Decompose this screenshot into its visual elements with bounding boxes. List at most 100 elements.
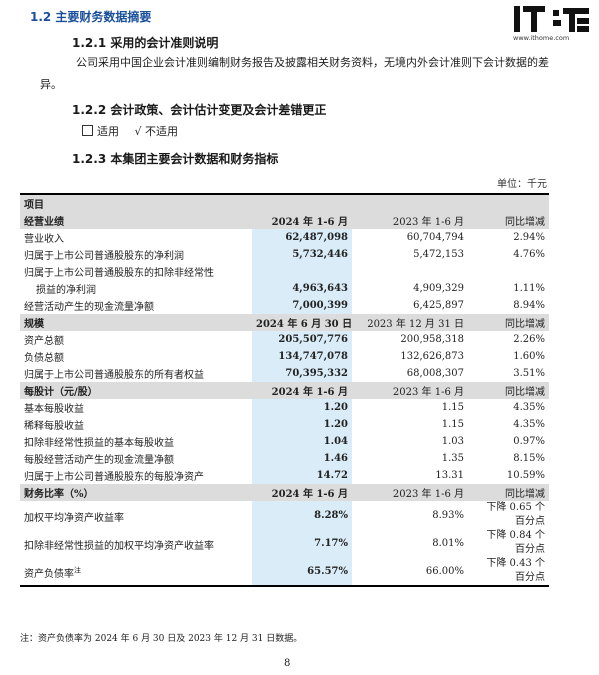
col-current: 2024 年 1-6 月 — [252, 484, 352, 501]
change-value: 3.51% — [513, 368, 545, 379]
current-value: 1.46 — [252, 450, 352, 467]
col-change: 同比增减 — [468, 212, 549, 229]
footnote: 注：资产负债率为 2024 年 6 月 30 日及 2023 年 12 月 31… — [20, 634, 303, 644]
table-row: 归属于上市公司普通股股东的每股净资产 14.72 13.31 10.59% — [20, 467, 549, 484]
col-prior: 2023 年 12 月 31 日 — [352, 314, 468, 331]
row-label: 稀释每股收益 — [24, 421, 84, 432]
change-line-1: 下降 0.84 个 — [486, 530, 545, 541]
row-label: 加权平均净资产收益率 — [24, 513, 124, 524]
footnote-marker: 注 — [74, 566, 81, 575]
col-current: 2024 年 1-6 月 — [252, 212, 352, 229]
row-label: 归属于上市公司普通股股东的每股净资产 — [24, 472, 204, 483]
section-title-cell: 财务比率（%） — [20, 484, 252, 501]
section-header-row: 经营业绩 2024 年 1-6 月 2023 年 1-6 月 同比增减 — [20, 212, 549, 229]
section-header-row: 财务比率（%） 2024 年 1-6 月 2023 年 1-6 月 同比增减 — [20, 484, 549, 501]
current-value: 4,963,643 — [252, 280, 352, 297]
current-value: 14.72 — [252, 467, 352, 484]
spacer-cell — [352, 263, 468, 280]
prior-value: 60,704,794 — [406, 232, 464, 243]
applicability-choice: 适用 √ 不适用 — [82, 123, 178, 139]
paragraph: 公司采用中国企业会计准则编制财务报告及披露相关财务资料，无境内外会计准则下会计数… — [40, 56, 549, 91]
table-row: 基本每股收益 1.20 1.15 4.35% — [20, 399, 549, 416]
col-change: 同比增减 — [468, 484, 549, 501]
change-line-2: 百分点 — [515, 572, 545, 583]
current-value: 7.17% — [252, 529, 352, 557]
current-value-spacer — [252, 263, 352, 280]
ithome-logo: www.ithome.com — [513, 4, 593, 46]
prior-value: 1.35 — [441, 453, 464, 464]
col-prior: 2023 年 1-6 月 — [352, 212, 468, 229]
change-value: 8.15% — [513, 453, 545, 464]
current-value: 8.28% — [252, 501, 352, 529]
table-row: 负债总额 134,747,078 132,626,873 1.60% — [20, 348, 549, 365]
col-prior: 2023 年 1-6 月 — [352, 484, 468, 501]
current-value: 1.20 — [252, 399, 352, 416]
row-label: 资产总额 — [24, 336, 64, 347]
item-header: 项目 — [20, 193, 549, 212]
current-value: 5,732,446 — [252, 246, 352, 263]
current-value: 134,747,078 — [252, 348, 352, 365]
page-number: 8 — [284, 658, 291, 669]
row-label: 资产负债率注 — [20, 557, 252, 587]
subsection-title-121: 1.2.1 采用的会计准则说明 — [72, 36, 219, 50]
prior-value: 5,472,153 — [413, 249, 464, 260]
logo-url: www.ithome.com — [513, 34, 570, 42]
col-prior: 2023 年 1-6 月 — [352, 382, 468, 399]
subsection-title-123: 1.2.3 本集团主要会计数据和财务指标 — [72, 152, 279, 166]
current-value: 65.57% — [252, 557, 352, 587]
current-value: 62,487,098 — [252, 229, 352, 246]
financial-table: 项目 经营业绩 2024 年 1-6 月 2023 年 1-6 月 同比增减 营… — [20, 193, 549, 587]
table-row: 资产总额 205,507,776 200,958,318 2.26% — [20, 331, 549, 348]
prior-value: 66.00% — [352, 557, 468, 587]
change-value: 4.76% — [513, 249, 545, 260]
row-label: 经营活动产生的现金流量净额 — [24, 302, 154, 313]
prior-value: 1.15 — [441, 419, 464, 430]
table-row: 归属于上市公司普通股股东的所有者权益 70,395,332 68,008,307… — [20, 365, 549, 382]
col-current: 2024 年 1-6 月 — [252, 382, 352, 399]
current-value: 7,000,399 — [252, 297, 352, 314]
row-label-text: 资产负债率 — [24, 569, 74, 580]
choice-not-applicable: 不适用 — [145, 125, 179, 138]
ithome-logo-icon — [514, 6, 589, 32]
prior-value: 6,425,897 — [413, 300, 464, 311]
prior-value: 132,626,873 — [400, 351, 464, 362]
col-current: 2024 年 6 月 30 日 — [252, 314, 352, 331]
row-label: 归属于上市公司普通股股东的扣除非经常性 — [24, 268, 214, 279]
prior-value: 8.93% — [432, 509, 464, 521]
table-row: 归属于上市公司普通股股东的扣除非经常性 — [20, 263, 549, 280]
row-label: 负债总额 — [24, 353, 64, 364]
change-value: 下降 0.43 个百分点 — [468, 557, 549, 587]
change-line-1: 下降 0.65 个 — [486, 502, 545, 513]
change-value: 10.59% — [506, 470, 545, 481]
row-label: 扣除非经常性损益的加权平均净资产收益率 — [24, 541, 214, 552]
current-value: 1.20 — [252, 416, 352, 433]
prior-value: 68,008,307 — [406, 368, 464, 379]
change-value: 1.11% — [513, 283, 545, 294]
change-value: 2.94% — [513, 232, 545, 243]
change-line-2: 百分点 — [515, 544, 545, 555]
row-label: 扣除非经常性损益的基本每股收益 — [24, 438, 174, 449]
row-label-continued: 损益的净利润 — [36, 285, 96, 296]
section-title-cell: 经营业绩 — [20, 212, 252, 229]
row-label: 基本每股收益 — [24, 404, 84, 415]
table-row: 营业收入 62,487,098 60,704,794 2.94% — [20, 229, 549, 246]
change-value: 下降 0.84 个百分点 — [468, 529, 549, 557]
col-change: 同比增减 — [468, 382, 549, 399]
change-line-1: 下降 0.43 个 — [486, 558, 545, 569]
change-value: 8.94% — [513, 300, 545, 311]
change-line-2: 百分点 — [515, 516, 545, 527]
section-header-row: 规模 2024 年 6 月 30 日 2023 年 12 月 31 日 同比增减 — [20, 314, 549, 331]
prior-value: 200,958,318 — [400, 334, 464, 345]
choice-applicable: 适用 — [97, 125, 119, 138]
change-value: 2.26% — [513, 334, 545, 345]
checkmark-icon: √ — [134, 125, 142, 138]
checkbox-icon — [82, 125, 93, 136]
prior-value: 8.01% — [432, 537, 464, 549]
prior-value: 13.31 — [435, 470, 464, 481]
change-value: 0.97% — [513, 436, 545, 447]
table-header-row: 项目 — [20, 193, 549, 212]
current-value: 1.04 — [252, 433, 352, 450]
current-value: 205,507,776 — [252, 331, 352, 348]
table-row: 资产负债率注 65.57% 66.00% 下降 0.43 个百分点 — [20, 557, 549, 587]
table-row: 稀释每股收益 1.20 1.15 4.35% — [20, 416, 549, 433]
